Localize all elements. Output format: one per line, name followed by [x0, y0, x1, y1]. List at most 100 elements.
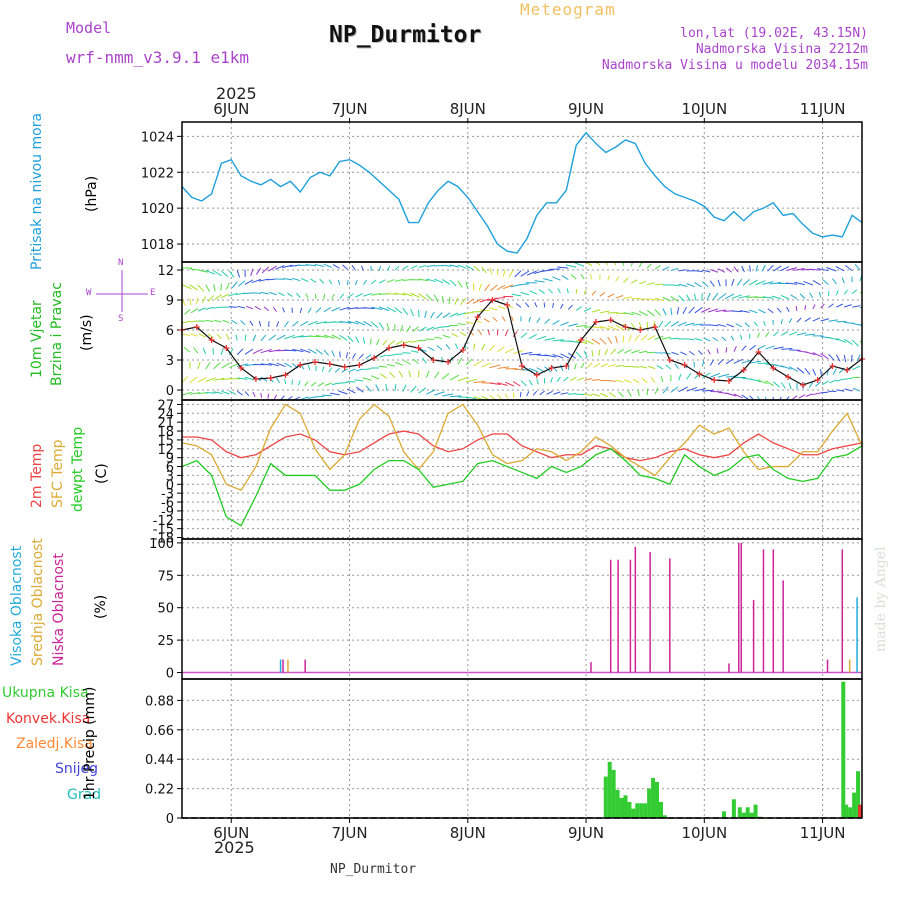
wind-arrow: [725, 267, 732, 273]
wind-arrow: [835, 354, 841, 362]
wind-arrow: [742, 278, 750, 286]
wind-arrow: [272, 306, 278, 312]
wind-arrow: [575, 351, 582, 359]
precip-bar: [737, 807, 742, 818]
wind-arrow: [427, 346, 435, 351]
wind-arrow: [314, 263, 325, 267]
wind-speed-marker: [474, 314, 481, 320]
wind-arrow: [315, 334, 328, 338]
panel-frame: [181, 121, 863, 263]
wind-arrow: [646, 388, 649, 396]
wind-arrow: [512, 331, 518, 338]
wind-arrow: [339, 351, 341, 358]
wind-arrow: [788, 382, 792, 390]
wind-arrow: [441, 372, 450, 380]
wind-arrow: [197, 307, 206, 312]
wind-arrow: [284, 321, 289, 328]
wind-arrow: [197, 284, 205, 292]
wind-speed-marker: [385, 345, 392, 351]
wind-arrow: [213, 270, 222, 277]
wind-arrow: [213, 377, 225, 381]
wind-arrow: [607, 293, 615, 298]
y-tick-label: 12: [157, 443, 174, 458]
wind-speed-marker: [548, 365, 555, 371]
wind-arrow: [489, 307, 498, 311]
wind-arrow: [205, 284, 211, 292]
wind-arrow: [851, 289, 858, 294]
wind-arrow: [402, 352, 411, 354]
wind-arrow: [536, 317, 541, 323]
wind-arrow: [363, 368, 372, 371]
wind-arrow: [331, 350, 335, 357]
wind-arrow: [370, 338, 372, 345]
wind-arrow: [583, 307, 592, 312]
wind-arrow: [323, 293, 326, 300]
wind-arrow: [694, 270, 703, 272]
wind-arrow: [712, 292, 719, 300]
x-tick-label-top: 10JUN: [681, 100, 727, 118]
wind-arrow: [686, 387, 698, 392]
model-elevation: Nadmorska Visina u modelu 2034.15m: [601, 58, 868, 73]
wind-arrow: [386, 363, 395, 367]
wind-arrow: [244, 334, 247, 341]
wind-arrow: [497, 366, 510, 369]
wind-arrow: [615, 364, 624, 368]
wind-arrow: [701, 293, 703, 301]
wind-arrow: [793, 267, 805, 271]
wind-arrow: [403, 360, 411, 365]
wind-arrow: [662, 296, 672, 302]
wind-arrow: [617, 348, 624, 355]
wind-speed-marker: [829, 363, 836, 369]
wind-arrow: [820, 303, 825, 309]
wind-arrow: [457, 357, 463, 365]
wind-arrow: [692, 323, 703, 326]
wind-arrow: [418, 264, 427, 268]
wind-speed-marker: [592, 319, 599, 325]
wind-arrow: [448, 296, 451, 305]
wind-arrow: [669, 337, 679, 340]
wind-arrow: [321, 366, 325, 372]
wind-speed-marker: [489, 297, 496, 303]
wind-arrow: [457, 280, 463, 288]
wind-arrow: [250, 268, 254, 276]
wind-arrow: [434, 336, 443, 339]
wind-arrow: [334, 367, 341, 373]
wind-arrow: [406, 325, 412, 333]
wind-arrow: [755, 264, 759, 272]
wind-arrow: [214, 294, 222, 300]
wind-arrow: [456, 312, 466, 316]
wind-arrow: [323, 349, 329, 356]
wind-arrow: [342, 264, 348, 270]
wind-arrow: [355, 336, 360, 343]
wind-arrow: [682, 306, 688, 315]
wind-arrow: [591, 378, 600, 381]
wind-arrow: [315, 320, 327, 325]
wind-arrow: [709, 280, 715, 287]
wind-arrow: [371, 292, 381, 296]
wind-arrow: [660, 376, 664, 383]
wind-arrow: [424, 310, 427, 319]
wind-arrow: [341, 368, 348, 373]
wind-arrow: [654, 309, 661, 317]
wind-arrow: [504, 330, 509, 337]
wind-arrow: [826, 267, 837, 272]
wind-arrow: [552, 302, 555, 308]
wind-arrow: [574, 262, 585, 267]
temp-series-line: [182, 430, 863, 462]
wind-arrow: [426, 326, 435, 331]
wind-arrow: [197, 361, 201, 370]
wind-arrow: [553, 391, 561, 395]
wind-arrow: [749, 378, 761, 383]
wind-arrow: [817, 267, 829, 272]
wind-arrow: [841, 277, 845, 284]
wind-arrow: [339, 293, 345, 299]
wind-speed-marker: [711, 377, 718, 383]
wind-arrow: [694, 307, 703, 314]
wind-arrow: [436, 312, 443, 319]
wind-arrow: [761, 264, 766, 272]
wind-arrow: [772, 331, 779, 337]
precip-bar: [731, 799, 736, 818]
wind-arrow: [454, 343, 459, 350]
wind-arrow: [489, 267, 493, 275]
wind-arrow: [379, 354, 388, 358]
